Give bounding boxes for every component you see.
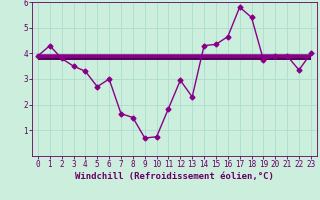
X-axis label: Windchill (Refroidissement éolien,°C): Windchill (Refroidissement éolien,°C) [75,172,274,181]
